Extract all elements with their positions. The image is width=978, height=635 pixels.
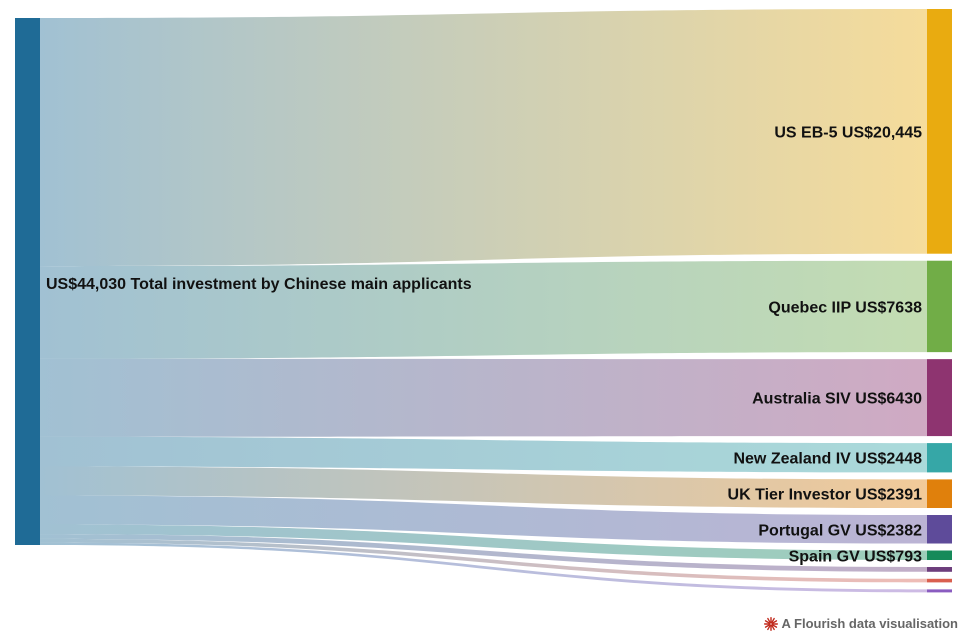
target-node-flow-8[interactable] [927,578,952,583]
source-node[interactable] [15,18,40,545]
flow-link-uk-tier-investor[interactable] [40,466,927,509]
flourish-star-icon [763,616,778,631]
target-node-uk-tier-investor[interactable] [927,479,952,509]
target-label-australia-siv: Australia SIV US$6430 [752,391,922,408]
target-node-portugal-gv[interactable] [927,515,952,544]
flourish-credit[interactable]: A Flourish data visualisation [763,616,959,631]
target-label-portugal-gv: Portugal GV US$2382 [758,522,922,539]
flow-link-flow-8[interactable] [40,538,927,583]
sankey-links [40,9,927,593]
flow-link-us-eb-5[interactable] [40,9,927,267]
target-label-new-zealand-iv: New Zealand IV US$2448 [733,451,922,468]
flow-link-spain-gv[interactable] [40,524,927,561]
target-node-quebec-iip[interactable] [927,260,952,353]
target-node-australia-siv[interactable] [927,359,952,437]
target-node-flow-7[interactable] [927,567,952,572]
credit-text: A Flourish data visualisation [781,616,959,631]
flow-link-new-zealand-iv[interactable] [40,436,927,473]
target-labels: US EB-5 US$20,445 Quebec IIP US$7638 Austr… [728,124,923,565]
target-label-spain-gv: Spain GV US$793 [789,548,922,565]
target-node-us-eb-5[interactable] [927,9,952,254]
flow-link-portugal-gv[interactable] [40,495,927,544]
source-node-label: US$44,030 Total investment by Chinese ma… [46,276,472,293]
target-label-us-eb-5: US EB-5 US$20,445 [774,124,922,141]
flow-link-quebec-iip[interactable] [40,260,927,359]
target-node-new-zealand-iv[interactable] [927,443,952,473]
target-node-spain-gv[interactable] [927,550,952,561]
flow-link-flow-9[interactable] [40,542,927,593]
flow-link-australia-siv[interactable] [40,358,927,437]
target-nodes [927,9,952,593]
flow-link-flow-7[interactable] [40,534,927,572]
target-label-quebec-iip: Quebec IIP US$7638 [768,299,922,316]
target-node-flow-9[interactable] [927,589,952,593]
target-label-uk-tier-investor: UK Tier Investor US$2391 [728,487,923,504]
